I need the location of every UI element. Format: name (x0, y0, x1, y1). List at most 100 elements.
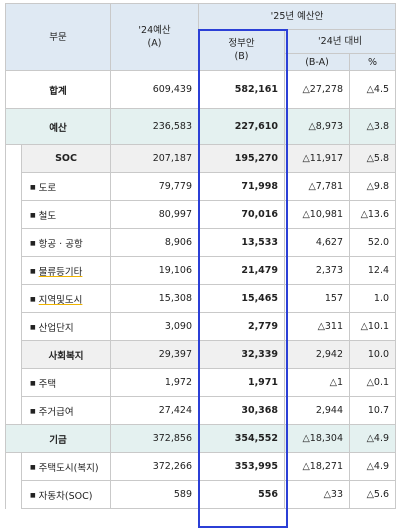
table-row: ■ 주거급여 27,424 30,368 2,944 10.7 (5, 396, 397, 425)
cell-pct: △5.8 (349, 144, 397, 173)
row-label: ■ 도로 (20, 172, 112, 201)
row-label-text: 주거급여 (38, 406, 74, 418)
row-label-text: 지역및도시 (38, 294, 83, 306)
cell-diff: △10,981 (284, 200, 351, 229)
cell-pct: △13.6 (349, 200, 397, 229)
indent-cell (5, 284, 22, 313)
cell-diff: △27,278 (284, 70, 351, 109)
table-row: ■ 자동차(SOC) 589 556 △33 △5.6 (5, 480, 397, 509)
cell-diff: 2,944 (284, 396, 351, 425)
row-label: ■ 철도 (20, 200, 112, 229)
indent-cell (5, 368, 22, 397)
table-row: ■ 산업단지 3,090 2,779 △311 △10.1 (5, 312, 397, 341)
cell-24-budget: 15,308 (110, 284, 200, 313)
bullet-icon: ■ (30, 295, 36, 303)
table-row: SOC 207,187 195,270 △11,917 △5.8 (5, 144, 397, 173)
cell-gov-plan: 71,998 (198, 172, 286, 201)
cell-diff: △7,781 (284, 172, 351, 201)
cell-24-budget: 27,424 (110, 396, 200, 425)
table-row: ■ 도로 79,779 71,998 △7,781 △9.8 (5, 172, 397, 201)
row-label: ■ 지역및도시 (20, 284, 112, 313)
indent-cell (5, 256, 22, 285)
row-label-text: 주택도시(복지) (38, 462, 99, 474)
cell-24-budget: 79,779 (110, 172, 200, 201)
cell-gov-plan: 30,368 (198, 396, 286, 425)
table-row: ■ 물류등기타 19,106 21,479 2,373 12.4 (5, 256, 397, 285)
header-24-budget: '24예산 (A) (110, 3, 200, 71)
row-label-text: 자동차(SOC) (38, 490, 93, 502)
cell-gov-plan: 70,016 (198, 200, 286, 229)
table-row: ■ 주택 1,972 1,971 △1 △0.1 (5, 368, 397, 397)
header-24-budget-sub: (A) (147, 38, 162, 49)
table-row: 합계 609,439 582,161 △27,278 △4.5 (4, 70, 397, 109)
row-label: 사회복지 (20, 340, 112, 369)
table-row: ■ 주택도시(복지) 372,266 353,995 △18,271 △4.9 (5, 452, 397, 481)
cell-pct: 12.4 (349, 256, 397, 285)
cell-24-budget: 1,972 (110, 368, 200, 397)
cell-gov-plan: 32,339 (198, 340, 286, 369)
header-gov-plan-sub: (B) (234, 51, 249, 62)
row-label: ■ 물류등기타 (20, 256, 112, 285)
cell-gov-plan: 13,533 (198, 228, 286, 257)
cell-pct: △10.1 (349, 312, 397, 341)
cell-diff: △8,973 (284, 108, 351, 145)
cell-24-budget: 19,106 (110, 256, 200, 285)
indent-cell (5, 200, 22, 229)
header-gov-plan: 정부안 (B) (198, 29, 286, 71)
row-label-text: 항공 · 공항 (38, 238, 83, 250)
cell-diff: 2,942 (284, 340, 351, 369)
indent-cell (5, 340, 22, 369)
row-label: 예산 (4, 108, 112, 145)
header-sector: 부문 (4, 3, 112, 71)
cell-diff: △33 (284, 480, 351, 509)
cell-diff: △1 (284, 368, 351, 397)
cell-24-budget: 609,439 (110, 70, 200, 109)
table-row: ■ 항공 · 공항 8,906 13,533 4,627 52.0 (5, 228, 397, 257)
indent-cell (5, 144, 22, 173)
header-25-plan: '25년 예산안 (198, 3, 397, 30)
cell-diff: 2,373 (284, 256, 351, 285)
bullet-icon: ■ (30, 323, 36, 331)
row-label-text: 도로 (38, 182, 57, 194)
table-row: 예산 236,583 227,610 △8,973 △3.8 (4, 108, 397, 145)
cell-diff: △311 (284, 312, 351, 341)
row-label: 합계 (4, 70, 112, 109)
cell-gov-plan: 582,161 (198, 70, 286, 109)
bullet-icon: ■ (30, 239, 36, 247)
table-row: ■ 철도 80,997 70,016 △10,981 △13.6 (5, 200, 397, 229)
bullet-icon: ■ (30, 463, 36, 471)
cell-pct: △3.8 (349, 108, 397, 145)
row-label: SOC (20, 144, 112, 173)
cell-pct: △4.9 (349, 424, 397, 453)
header-24-budget-label: '24예산 (138, 25, 171, 36)
indent-cell (5, 396, 22, 425)
cell-pct: 10.7 (349, 396, 397, 425)
cell-diff: 157 (284, 284, 351, 313)
bullet-icon: ■ (30, 379, 36, 387)
indent-cell (5, 172, 22, 201)
cell-gov-plan: 195,270 (198, 144, 286, 173)
indent-cell (5, 228, 22, 257)
cell-24-budget: 80,997 (110, 200, 200, 229)
row-label: ■ 자동차(SOC) (20, 480, 112, 509)
cell-24-budget: 589 (110, 480, 200, 509)
cell-pct: 10.0 (349, 340, 397, 369)
row-label-text: 산업단지 (38, 322, 74, 334)
cell-24-budget: 207,187 (110, 144, 200, 173)
cell-pct: △4.9 (349, 452, 397, 481)
header-vs24: '24년 대비 (284, 29, 397, 54)
table-row: 기금 372,856 354,552 △18,304 △4.9 (4, 424, 397, 453)
cell-diff: △18,304 (284, 424, 351, 453)
cell-gov-plan: 2,779 (198, 312, 286, 341)
cell-gov-plan: 556 (198, 480, 286, 509)
indent-cell (5, 312, 22, 341)
table-row: ■ 지역및도시 15,308 15,465 157 1.0 (5, 284, 397, 313)
row-label: ■ 주거급여 (20, 396, 112, 425)
row-label-text: 철도 (38, 210, 57, 222)
cell-gov-plan: 21,479 (198, 256, 286, 285)
cell-pct: 1.0 (349, 284, 397, 313)
row-label-text: 주택 (38, 378, 57, 390)
row-label: 기금 (4, 424, 112, 453)
cell-gov-plan: 353,995 (198, 452, 286, 481)
header-diff: (B-A) (284, 53, 351, 71)
